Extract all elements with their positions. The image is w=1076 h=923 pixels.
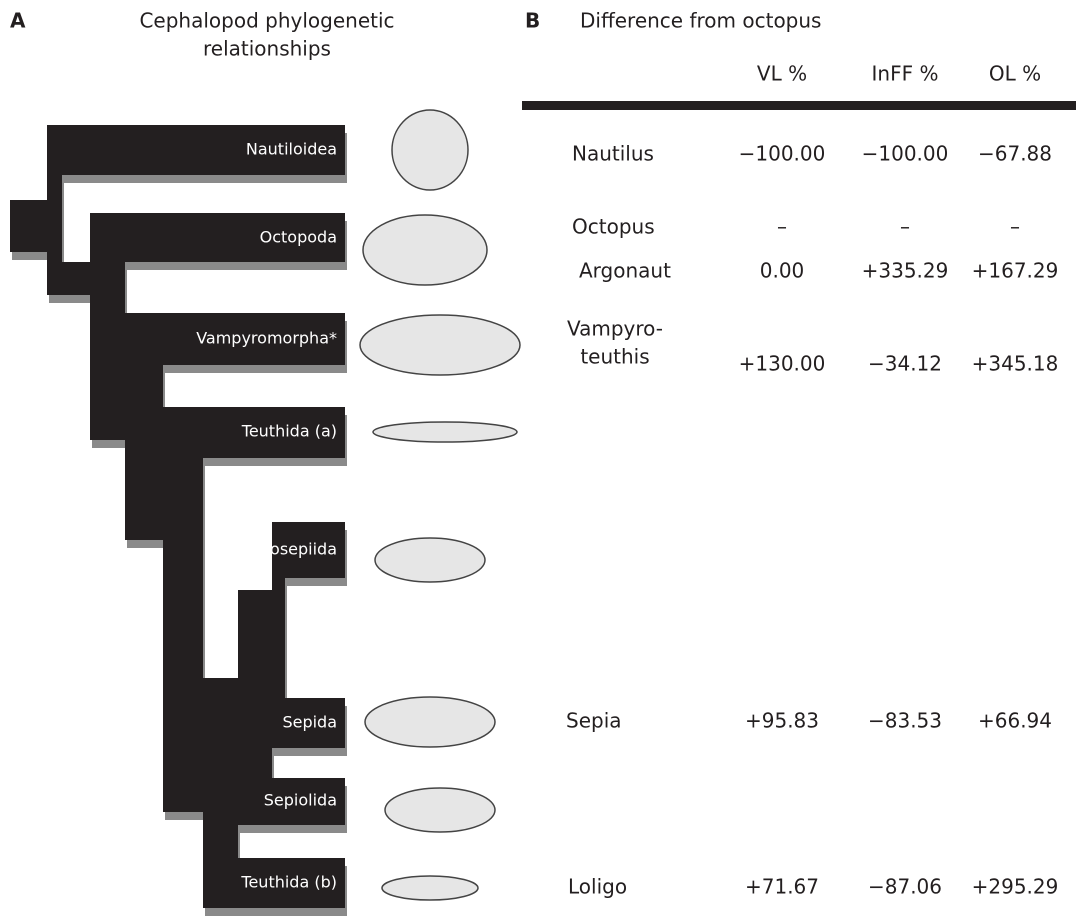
branch — [238, 590, 272, 778]
cell-value: −100.00 — [739, 142, 826, 166]
column-header: InFF % — [872, 62, 939, 86]
branch — [163, 407, 203, 812]
sepiolid-illustration — [385, 788, 495, 832]
row-name: teuthis — [580, 345, 649, 369]
cell-value: −34.12 — [868, 352, 942, 376]
taxon-label: Teuthida (a) — [241, 422, 337, 441]
header-rule — [522, 101, 1076, 110]
cell-value: +95.83 — [745, 709, 819, 733]
loligo-illustration — [382, 876, 478, 900]
panel-label: A — [10, 9, 26, 33]
sepia-illustration — [365, 697, 495, 747]
cell-value: +130.00 — [739, 352, 826, 376]
row-name: Argonaut — [579, 259, 671, 283]
cell-value: +295.29 — [972, 875, 1059, 899]
branch — [272, 570, 285, 698]
cell-value: +66.94 — [978, 709, 1052, 733]
cell-value: +167.29 — [972, 259, 1059, 283]
cell-value: −100.00 — [862, 142, 949, 166]
row-name: Nautilus — [572, 142, 654, 166]
taxon-label: Vampyromorpha* — [196, 329, 337, 348]
taxon-label: Sepida — [282, 713, 337, 732]
branch — [203, 678, 238, 858]
panel-label: B — [525, 9, 540, 33]
taxon-label: Octopoda — [260, 228, 337, 247]
row-name: Sepia — [566, 709, 622, 733]
row-name: Vampyro- — [567, 317, 663, 341]
taxon-label: Idiosepiida — [251, 540, 337, 559]
panel-title: Cephalopod phylogenetic — [139, 9, 394, 33]
octopus-illustration — [363, 215, 487, 285]
cell-value: 0.00 — [760, 259, 805, 283]
difference-table: VL % InFF % OL % Nautilus −100.00 −100.00 −67.… — [566, 62, 1058, 899]
cell-value: +345.18 — [972, 352, 1059, 376]
figure: A Cephalopod phylogenetic relationships … — [0, 0, 1076, 919]
column-header: VL % — [757, 62, 807, 86]
cell-value: +71.67 — [745, 875, 819, 899]
cell-value: – — [777, 215, 787, 239]
taxon-label: Nautiloidea — [246, 140, 337, 159]
cell-value: – — [1010, 215, 1020, 239]
taxon-label: Sepiolida — [264, 791, 337, 810]
cell-value: −67.88 — [978, 142, 1052, 166]
row-name: Octopus — [572, 215, 655, 239]
nautilus-illustration — [392, 110, 468, 190]
idiosepius-illustration — [375, 538, 485, 582]
cell-value: −83.53 — [868, 709, 942, 733]
vampyroteuthis-illustration — [360, 315, 520, 375]
illustrations — [360, 110, 520, 900]
taxon-label: Teuthida (b) — [240, 873, 337, 892]
cell-value: −87.06 — [868, 875, 942, 899]
row-name: Loligo — [568, 875, 627, 899]
panel-title: relationships — [203, 37, 331, 61]
phylogenetic-tree: Nautiloidea Octopoda Vampyromorpha* Teuthid… — [10, 125, 347, 916]
branch — [62, 262, 90, 295]
panel-title: Difference from octopus — [580, 9, 821, 33]
cell-value: +335.29 — [862, 259, 949, 283]
column-header: OL % — [989, 62, 1041, 86]
branch — [10, 200, 47, 252]
squid-illustration — [373, 422, 517, 442]
cell-value: – — [900, 215, 910, 239]
